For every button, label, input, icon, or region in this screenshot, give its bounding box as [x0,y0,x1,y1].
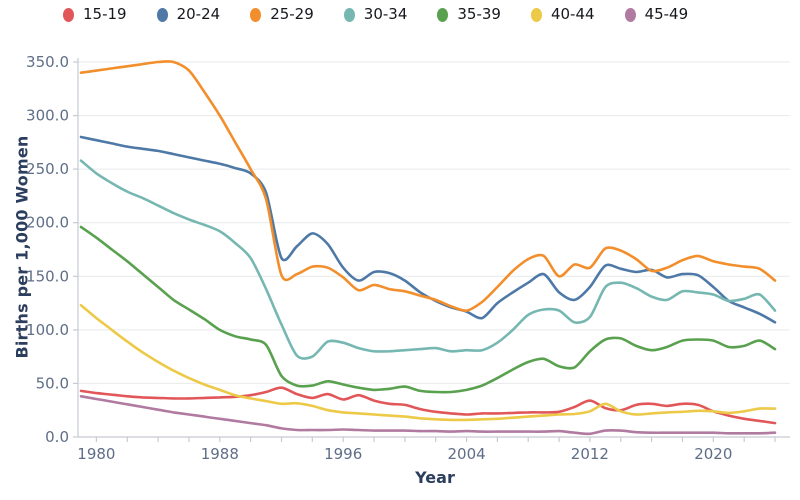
y-tick-label: 200.0 [26,214,69,232]
legend-marker-40-44 [530,7,542,22]
legend-item-label: 40-44 [550,5,595,23]
legend-item-20-24[interactable]: 20-24 [156,5,221,23]
y-axis-title: Births per 1,000 Women [12,135,32,359]
legend-item-label: 15-19 [83,5,127,23]
series-lines [79,60,777,436]
legend-marker-15-19 [63,7,74,22]
x-tick-label: 1988 [201,445,239,463]
legend-item-label: 45-49 [644,5,689,23]
line-25-29 [79,60,777,312]
legend-item-label: 35-39 [457,5,501,23]
y-tick-label: 50.0 [36,374,69,392]
legend-item-25-29[interactable]: 25-29 [250,7,314,22]
y-tick-label: 300.0 [26,107,69,125]
legend-marker-30-34 [343,7,355,22]
legend-item-45-49[interactable]: 45-49 [624,5,689,23]
axes: 0.0 50.0 100.0 150.0 200.0 250.0 300.0 350.0 198… [26,53,790,463]
legend-marker-25-29 [250,7,262,22]
legend-marker-20-24 [156,7,168,22]
x-tick-label: 2004 [448,445,486,463]
y-tick-label: 100.0 [26,321,69,339]
legend-item-label: 25-29 [270,5,314,23]
line-30-34 [79,159,777,360]
y-tick-label: 250.0 [26,160,69,178]
legend-item-40-44[interactable]: 40-44 [530,5,595,23]
legend-item-35-39[interactable]: 35-39 [437,7,501,22]
x-tick-label: 1996 [324,445,362,463]
line-15-19 [79,386,777,425]
legend-marker-35-39 [437,7,449,22]
legend-marker-45-49 [624,7,636,22]
y-tick-label: 350.0 [26,53,69,71]
legend-item-15-19[interactable]: 15-19 [63,7,127,22]
line-40-44 [79,303,777,422]
line-35-39 [79,225,777,394]
x-tick-label: 2012 [571,445,609,463]
line-45-49 [79,395,777,436]
x-axis-title: Year [415,468,455,487]
legend-item-label: 20-24 [176,5,221,23]
y-tick-label: 0.0 [45,428,69,446]
legend-item-label: 30-34 [363,5,408,23]
legend-item-30-34[interactable]: 30-34 [343,5,408,23]
x-tick-label: 1980 [77,445,115,463]
x-tick-label: 2020 [694,445,732,463]
line-20-24 [79,135,777,324]
chart-legend: 15-19 20-24 25-29 30-34 35-39 40-44 45-49 [63,7,688,22]
gridlines [78,61,790,384]
y-tick-label: 150.0 [26,267,69,285]
